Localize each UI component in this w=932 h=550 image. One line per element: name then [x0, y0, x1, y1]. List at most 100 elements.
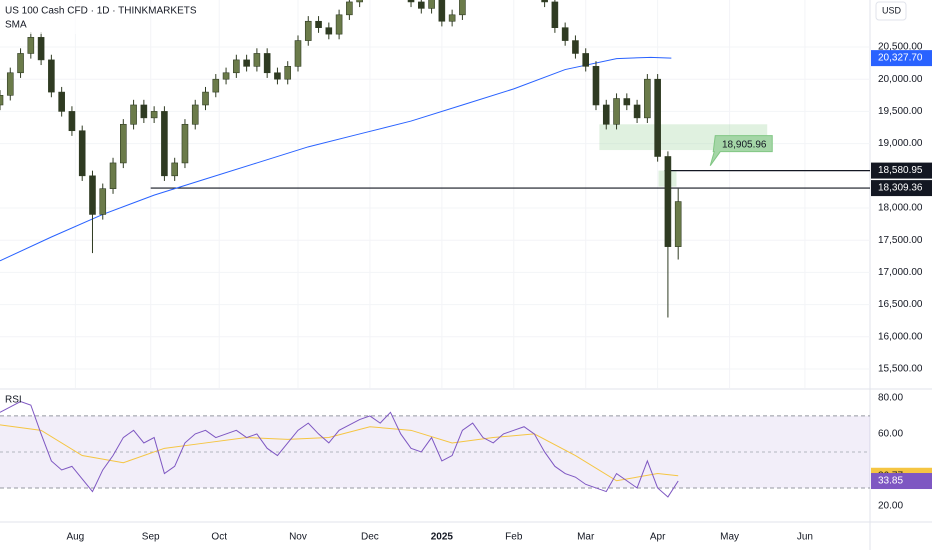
- x-tick-label: Feb: [505, 532, 523, 543]
- candle-body: [181, 123, 189, 164]
- currency: USD: [882, 5, 902, 15]
- candle-body: [48, 59, 55, 93]
- level-label-bg: [871, 180, 932, 197]
- candle-body: [654, 78, 661, 157]
- candle-body: [0, 95, 4, 106]
- candle-body: [448, 14, 456, 22]
- candle-body: [428, 0, 435, 9]
- rsi-ma-line: [0, 424, 679, 482]
- rsi-legend[interactable]: RSI: [5, 395, 22, 406]
- legend-bg: [0, 2, 150, 34]
- sma-line: [0, 56, 672, 262]
- y-tick-label: 16,000.00: [878, 331, 923, 342]
- candle-body: [335, 14, 343, 35]
- candle-body: [171, 162, 178, 177]
- target-label: 18,905.96: [722, 139, 767, 150]
- y-tick-label: 19,500.00: [878, 106, 923, 117]
- candle-body: [202, 91, 209, 106]
- overlay: 18,905.96: [709, 135, 773, 166]
- candle-body: [325, 27, 333, 35]
- candle-body: [222, 72, 230, 80]
- currency-button[interactable]: [875, 1, 907, 21]
- target-callout: [709, 135, 773, 166]
- candle-body: [58, 91, 65, 112]
- candle-body: [78, 130, 86, 177]
- candle-body: [89, 175, 96, 215]
- x-tick-label: Mar: [577, 532, 595, 543]
- candle-body: [27, 37, 35, 54]
- level-label: 18,309.36: [878, 183, 923, 194]
- rsi-last-label: 33.85: [878, 476, 903, 487]
- candle-body: [191, 104, 199, 125]
- rsi-tick-label: 20.00: [878, 501, 903, 512]
- candle-body: [407, 0, 415, 3]
- candle-body: [644, 78, 651, 119]
- candle-body: [315, 20, 322, 28]
- y-tick-label: 18,000.00: [878, 203, 923, 214]
- x-tick-label: Aug: [66, 532, 84, 543]
- y-tick-label: 15,500.00: [878, 364, 923, 375]
- candle-body: [233, 59, 240, 74]
- candle-body: [150, 111, 158, 119]
- candle-body: [541, 0, 548, 3]
- candle-body: [572, 40, 579, 54]
- x-tick-label: Nov: [289, 532, 307, 543]
- symbol-title[interactable]: US 100 Cash CFD · 1D · THINKMARKETS: [5, 6, 197, 17]
- candle-body: [602, 104, 610, 125]
- candle-body: [459, 0, 466, 16]
- candle-body: [613, 98, 620, 125]
- candle-body: [356, 0, 363, 3]
- x-tick-label: 2025: [431, 532, 454, 543]
- candle-body: [37, 37, 45, 61]
- candle-body: [674, 201, 682, 247]
- x-tick-label: Oct: [211, 532, 227, 543]
- candle-body: [664, 156, 672, 247]
- candle-body: [284, 66, 292, 80]
- sma-last-bg: [871, 50, 932, 67]
- candle-body: [623, 98, 631, 106]
- candle-body: [253, 53, 261, 67]
- candle-body: [120, 123, 127, 164]
- candle-body: [130, 104, 137, 125]
- x-tick-label: May: [720, 532, 739, 543]
- x-tick-label: Dec: [361, 532, 379, 543]
- candle-body: [417, 1, 425, 9]
- candle-body: [438, 0, 446, 22]
- candle-body: [582, 53, 590, 67]
- candle-body: [140, 104, 148, 119]
- x-tick-label: Sep: [142, 532, 160, 543]
- candle-body: [161, 111, 168, 177]
- candle-body: [274, 72, 281, 80]
- candle-body: [68, 111, 76, 132]
- x-tick-label: Jun: [797, 532, 813, 543]
- price-pane: [0, 0, 870, 388]
- rsi-line: [0, 400, 679, 498]
- candle-body: [243, 59, 250, 67]
- candle-body: [551, 1, 559, 28]
- candle-body: [294, 40, 302, 67]
- candle-body: [6, 72, 14, 96]
- rsi-tick-label: 60.00: [878, 429, 903, 440]
- candle-body: [263, 53, 271, 74]
- y-tick-label: 16,500.00: [878, 299, 923, 310]
- y-tick-label: 17,500.00: [878, 235, 923, 246]
- y-tick-label: 20,500.00: [878, 42, 923, 53]
- candle-body: [17, 53, 24, 74]
- level-label-bg: [871, 162, 932, 179]
- y-tick-label: 17,000.00: [878, 267, 923, 278]
- candle-body: [212, 78, 220, 93]
- candle-body: [592, 66, 600, 106]
- y-tick-label: 19,000.00: [878, 138, 923, 149]
- candle-body: [633, 104, 641, 119]
- level-label: 18,580.95: [878, 165, 923, 176]
- rsi-tick-label: 80.00: [878, 393, 903, 404]
- candle-body: [109, 162, 117, 189]
- sma-legend[interactable]: SMA: [5, 20, 27, 31]
- sma-last-label: 20,327.70: [878, 53, 923, 64]
- y-tick-label: 20,000.00: [878, 74, 923, 85]
- rsi-last-bg: [871, 473, 932, 490]
- x-tick-label: Apr: [650, 532, 666, 543]
- candle-body: [99, 188, 107, 215]
